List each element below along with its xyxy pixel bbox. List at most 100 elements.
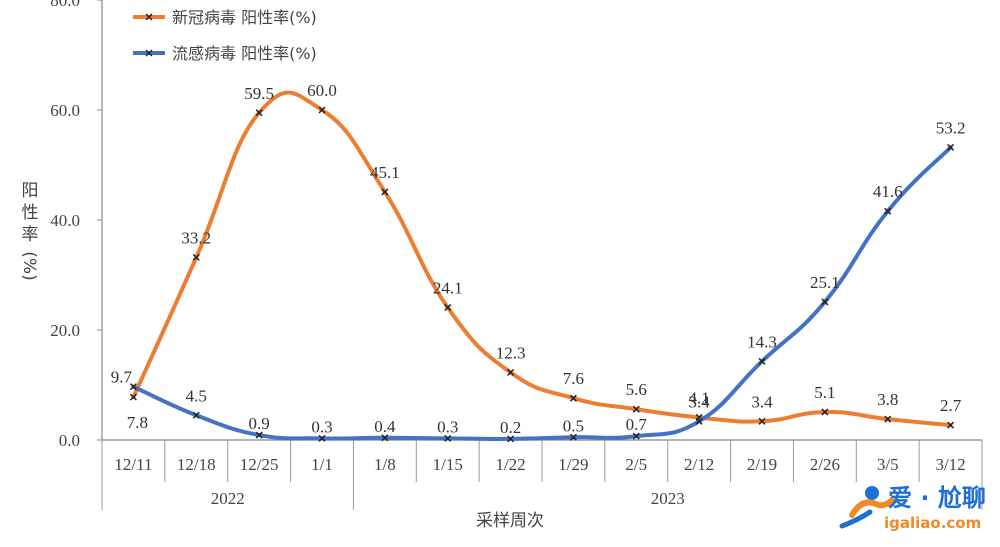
watermark-logo: 爱 · 尬聊 igaliao.com	[839, 484, 986, 532]
x-tick-label: 12/11	[114, 455, 152, 474]
y-axis-title-char: 性	[22, 203, 39, 223]
y-tick-label: 0.0	[59, 431, 80, 450]
data-label: 5.6	[626, 380, 647, 399]
covid-series-line	[131, 90, 953, 428]
data-label: 60.0	[307, 81, 337, 100]
data-label: 0.9	[249, 414, 270, 433]
data-point-marker	[444, 434, 452, 442]
data-label: 3.8	[877, 390, 898, 409]
x-tick-label: 3/12	[935, 455, 965, 474]
data-label: 0.4	[374, 417, 396, 436]
watermark-brand: 爱 · 尬聊	[888, 484, 986, 512]
data-label: 0.2	[500, 418, 521, 437]
data-label: 0.5	[563, 416, 584, 435]
x-tick-label: 1/8	[374, 455, 396, 474]
data-point-marker	[255, 431, 263, 439]
data-point-marker	[192, 253, 200, 261]
x-tick-label: 1/1	[311, 455, 333, 474]
x-tick-label: 3/5	[877, 455, 899, 474]
data-point-marker	[632, 432, 640, 440]
data-point-marker	[444, 303, 452, 311]
x-category-dividers	[101, 440, 983, 482]
x-tick-labels: 12/11 12/18 12/25 1/1 1/8 1/15 1/22 1/29 2/5 2/12…	[114, 455, 965, 474]
data-point-marker	[318, 434, 326, 442]
x-tick-label: 2/26	[810, 455, 840, 474]
data-point-marker	[318, 106, 326, 114]
data-point-marker	[507, 368, 515, 376]
data-labels: 9.7 7.8 33.2 4.5 59.5 0.9 60.0 0.3 45.1 0.4 24.1 0.…	[111, 81, 966, 437]
data-point-marker	[884, 207, 892, 215]
data-label: 4.5	[186, 386, 207, 405]
y-axis-title-unit: (%)	[19, 251, 39, 280]
data-point-marker	[821, 298, 829, 306]
data-label: 45.1	[370, 163, 400, 182]
legend-label: 新冠病毒 阳性率(%)	[172, 8, 317, 27]
data-point-marker	[695, 417, 703, 425]
data-label: 7.6	[563, 369, 584, 388]
data-label: 5.1	[814, 383, 835, 402]
data-point-marker	[381, 188, 389, 196]
y-tick-label: 80.0	[50, 0, 80, 10]
data-label: 25.1	[810, 273, 840, 292]
data-label: 14.3	[747, 332, 777, 351]
y-axis-title-char: 阳	[22, 181, 39, 201]
y-axis-title-char: 率	[22, 225, 39, 245]
data-label: 9.7	[111, 368, 133, 387]
year-labels: 2022 2023	[101, 482, 983, 510]
year-label: 2022	[211, 489, 245, 508]
data-label: 4.1	[689, 388, 710, 407]
y-tick-label: 60.0	[50, 101, 80, 120]
watermark-url: igaliao.com	[884, 514, 981, 532]
x-tick-label: 1/29	[558, 455, 588, 474]
data-label: 24.1	[433, 278, 463, 297]
y-tick-labels: 0.0 20.0 40.0 60.0 80.0	[50, 0, 102, 450]
data-point-marker	[569, 433, 577, 441]
x-axis-title: 采样周次	[476, 511, 544, 531]
data-point-marker	[632, 405, 640, 413]
x-tick-label: 12/18	[177, 455, 216, 474]
x-tick-label: 2/5	[625, 455, 647, 474]
data-point-marker	[947, 143, 955, 151]
x-tick-label: 12/25	[240, 455, 279, 474]
y-axis-title: 阳性率 (%)	[19, 181, 39, 281]
data-point-marker	[758, 417, 766, 425]
data-label: 53.2	[936, 118, 966, 137]
x-tick-label: 2/19	[747, 455, 777, 474]
data-point-marker	[947, 421, 955, 429]
data-label: 0.3	[437, 417, 458, 436]
data-point-marker	[821, 408, 829, 416]
legend-marker	[145, 13, 153, 21]
data-label: 33.2	[181, 228, 211, 247]
x-tick-label: 2/12	[684, 455, 714, 474]
runner-icon	[839, 486, 895, 529]
data-point-marker	[255, 109, 263, 117]
data-label: 41.6	[873, 182, 903, 201]
legend-marker	[145, 49, 153, 57]
data-point-marker	[507, 435, 515, 443]
data-label: 0.3	[311, 417, 332, 436]
series-layer	[129, 90, 955, 443]
data-point-marker	[884, 415, 892, 423]
data-label: 3.4	[689, 392, 711, 411]
y-tick-label: 40.0	[50, 211, 80, 230]
data-label: 59.5	[244, 84, 274, 103]
data-point-marker	[129, 383, 137, 391]
data-point-marker	[192, 411, 200, 419]
data-label: 3.4	[751, 392, 773, 411]
legend: 新冠病毒 阳性率(%) 流感病毒 阳性率(%)	[133, 8, 317, 63]
y-tick-label: 20.0	[50, 321, 80, 340]
data-point-marker	[129, 393, 137, 401]
data-label: 7.8	[127, 413, 148, 432]
data-label: 2.7	[940, 396, 962, 415]
year-label: 2023	[651, 489, 685, 508]
data-point-marker	[569, 394, 577, 402]
data-label: 12.3	[496, 343, 526, 362]
x-tick-label: 1/22	[495, 455, 525, 474]
axes	[101, 0, 982, 441]
x-tick-label: 1/15	[433, 455, 463, 474]
legend-label: 流感病毒 阳性率(%)	[172, 44, 317, 63]
data-label: 0.7	[626, 415, 648, 434]
data-point-marker	[758, 357, 766, 365]
data-point-marker	[381, 434, 389, 442]
